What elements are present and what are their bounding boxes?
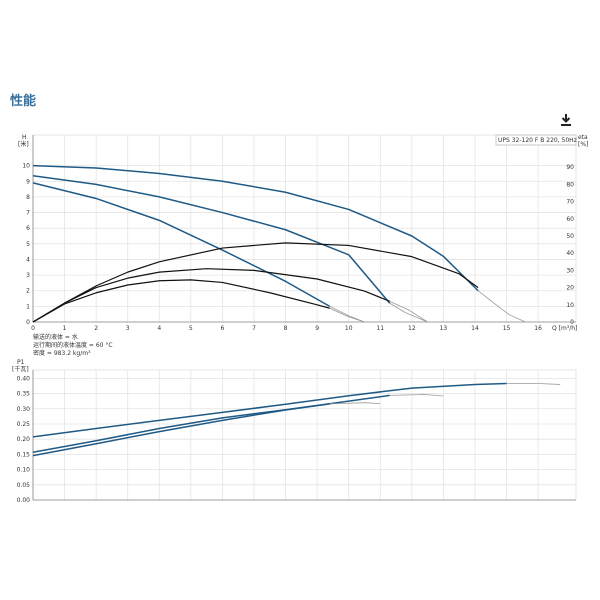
- power-chart: 0.00 0.05 0.10 0.15 0.20 0.25 0.30 0.35 0.40 P1[千…: [12, 359, 577, 504]
- pump-curve-extension: [389, 394, 444, 397]
- x-tick-label: 4: [157, 325, 161, 332]
- pump-curve-extension: [506, 383, 561, 385]
- pump-curve: [32, 382, 507, 438]
- x-tick-label: 7: [252, 325, 256, 332]
- x-tick-label: 6: [221, 325, 225, 332]
- x-tick-label: 5: [189, 325, 193, 332]
- x-tick-label: 3: [126, 325, 130, 332]
- x-axis-label: Q [m³/h]: [552, 325, 577, 332]
- p1-tick-label: 0.00: [17, 497, 31, 504]
- p1-tick-label: 0.10: [17, 467, 31, 474]
- y2-axis-unit: [%]: [578, 141, 588, 148]
- x-tick-label: 15: [503, 325, 511, 332]
- p1-tick-label: 0.40: [17, 375, 31, 382]
- fluid-note: 运行期间的液体温度 = 60 °C: [33, 341, 113, 349]
- y2-tick-label: 30: [566, 267, 574, 274]
- pump-curve-extension: [389, 302, 428, 323]
- y-tick-label: 8: [26, 194, 30, 201]
- x-tick-label: 11: [376, 325, 384, 332]
- y-tick-label: 4: [26, 256, 30, 263]
- y2-tick-label: 80: [566, 181, 574, 188]
- download-icon[interactable]: [558, 112, 574, 128]
- y2-tick-label: 60: [566, 216, 574, 223]
- p1-tick-label: 0.30: [17, 406, 31, 413]
- y-tick-label: 2: [26, 288, 30, 295]
- x-tick-label: 2: [94, 325, 98, 332]
- pump-curve-extension: [329, 306, 365, 323]
- efficiency-curve-extension: [329, 307, 365, 323]
- head-efficiency-chart: 0 1 2 3 4 5 6 7 8 9 10 11 12 13 14 15 160123456789100102…: [18, 134, 588, 357]
- x-tick-label: 12: [408, 325, 416, 332]
- efficiency-curve-extension: [389, 300, 428, 323]
- pump-curve: [32, 394, 390, 453]
- pump-curve-extension: [329, 402, 381, 405]
- y-tick-label: 10: [22, 163, 30, 170]
- p1-tick-label: 0.25: [17, 421, 31, 428]
- x-tick-label: 9: [315, 325, 319, 332]
- y-tick-label: 9: [26, 178, 30, 185]
- x-tick-label: 14: [471, 325, 479, 332]
- y-tick-label: 1: [26, 303, 30, 310]
- y2-axis-label: eta: [578, 134, 588, 141]
- y2-tick-label: 0: [570, 319, 574, 326]
- y-axis-label: H: [22, 134, 27, 141]
- y2-tick-label: 50: [566, 233, 574, 240]
- pump-curve-extension: [477, 290, 526, 323]
- model-label: UPS 32-120 F B 220, 50Hz: [498, 137, 577, 144]
- y-tick-label: 7: [26, 210, 30, 217]
- y-tick-label: 3: [26, 272, 30, 279]
- pump-curve: [32, 182, 331, 308]
- y2-tick-label: 10: [566, 302, 574, 309]
- pump-curve: [32, 403, 330, 457]
- fluid-note: 输送的液体 = 水: [33, 333, 78, 341]
- y-tick-label: 6: [26, 225, 30, 232]
- x-tick-label: 16: [534, 325, 542, 332]
- efficiency-curve: [32, 242, 479, 323]
- efficiency-curve: [32, 268, 390, 323]
- download-arrow-glyph: [561, 114, 571, 126]
- x-tick-label: 1: [63, 325, 67, 332]
- model-label-box: UPS 32-120 F B 220, 50Hz: [495, 134, 577, 146]
- y-tick-label: 5: [26, 241, 30, 248]
- p1-tick-label: 0.20: [17, 436, 31, 443]
- model-label-frame: [495, 134, 577, 146]
- pump-curve: [32, 164, 479, 292]
- y-tick-label: 0: [26, 319, 30, 326]
- x-tick-label: 10: [345, 325, 353, 332]
- x-tick-label: 13: [440, 325, 448, 332]
- bottom-plot-frame: [32, 369, 577, 501]
- pump-curve: [32, 175, 391, 304]
- section-title: 性能: [10, 94, 37, 109]
- y2-tick-label: 90: [566, 164, 574, 171]
- p1-axis-label: P1: [17, 359, 25, 366]
- p1-tick-label: 0.05: [17, 482, 31, 489]
- x-tick-label: 0: [31, 325, 35, 332]
- y-axis-unit: [米]: [18, 140, 29, 148]
- y2-tick-label: 20: [566, 285, 574, 292]
- p1-tick-label: 0.15: [17, 451, 31, 458]
- efficiency-curve: [32, 279, 330, 323]
- x-tick-label: 8: [284, 325, 288, 332]
- y2-tick-label: 40: [566, 250, 574, 257]
- fluid-note: 密度 = 983.2 kg/m³: [33, 349, 91, 357]
- p1-axis-unit: [千瓦]: [12, 365, 29, 373]
- y2-tick-label: 70: [566, 199, 574, 206]
- p1-tick-label: 0.35: [17, 391, 31, 398]
